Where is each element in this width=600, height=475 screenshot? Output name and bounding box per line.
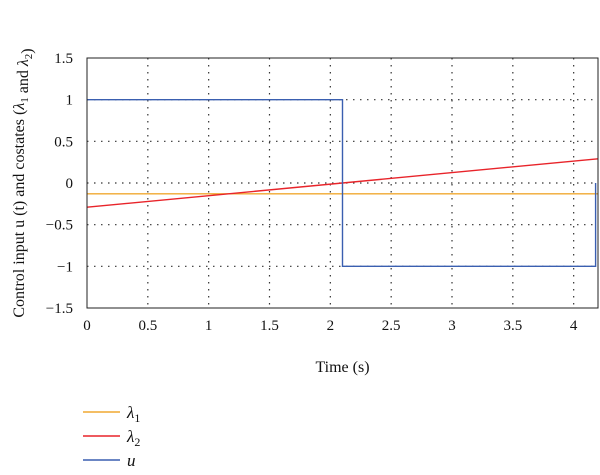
x-tick-label: 0 [83,318,91,334]
y-axis-label: Control input u (t) and costates (λ1 and… [11,48,36,317]
x-axis-label: Time (s) [315,359,369,376]
x-tick-labels: 0 0.5 1 1.5 2 2.5 3 3.5 4 [83,318,578,334]
series-layer [86,98,599,267]
y-tick-label: −1.5 [46,301,73,317]
y-tick-label: 1.5 [54,51,73,67]
y-tick-labels: −1.5 −1 −0.5 0 0.5 1 1.5 [46,51,73,317]
legend-label: λ1 [126,403,140,425]
y-tick-label: 1 [66,93,74,109]
series-line-u [87,98,597,267]
x-tick-label: 2 [327,318,335,334]
y-tick-label: −1 [57,259,73,275]
y-tick-label: −0.5 [46,218,73,234]
legend-label: u [127,451,136,470]
legend-label: λ2 [126,427,140,449]
x-tick-label: 2.5 [382,318,401,334]
x-tick-label: 4 [570,318,578,334]
x-tick-label: 0.5 [138,318,157,334]
y-tick-label: 0.5 [54,134,73,150]
x-tick-label: 1 [205,318,213,334]
x-tick-label: 3.5 [503,318,522,334]
x-tick-label: 3 [448,318,456,334]
plot-frame [86,57,599,309]
x-tick-label: 1.5 [260,318,279,334]
y-tick-label: 0 [66,176,74,192]
